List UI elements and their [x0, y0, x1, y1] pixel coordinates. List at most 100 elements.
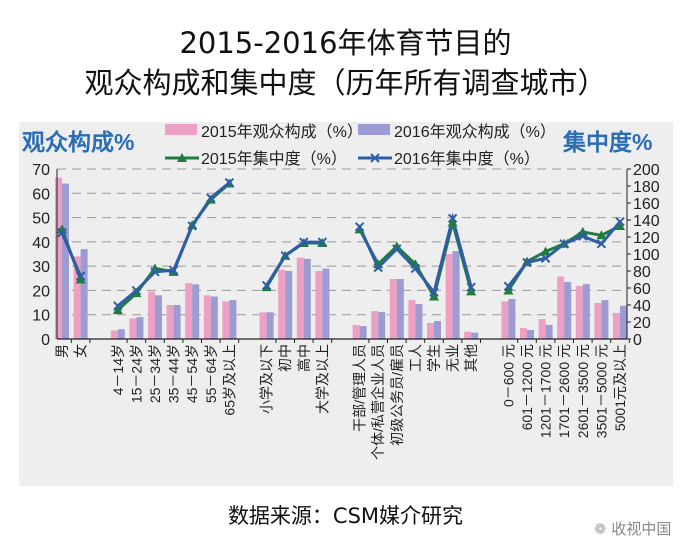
category-label: 35－44岁	[166, 344, 182, 403]
bar-2016	[545, 324, 553, 339]
chart-title-line1: 2015-2016年体育节目的	[179, 26, 512, 60]
marker-2016	[410, 263, 421, 274]
legend: 2015年观众构成（%） 2016年观众构成（%） 2015年集中度（%） 2016年…	[165, 123, 556, 168]
marker-2016	[131, 285, 142, 296]
bar-2015	[203, 295, 211, 339]
left-tick-label: 70	[32, 162, 50, 179]
marker-2015	[112, 305, 123, 315]
right-tick-label: 120	[633, 230, 660, 247]
bar-2016	[620, 305, 627, 339]
bar-2015	[464, 331, 472, 339]
marker-2015	[615, 220, 625, 230]
legend-label: 2015年观众构成（%）	[201, 123, 363, 141]
bar-2015	[538, 319, 546, 339]
bar-2016	[508, 298, 516, 339]
right-tick-label: 40	[633, 298, 651, 315]
marker-2015	[391, 241, 402, 251]
bar-2016	[155, 295, 162, 339]
marker-2015	[429, 291, 439, 301]
data-source: 数据来源：CSM媒介研究	[227, 504, 464, 528]
bar-2016	[564, 281, 572, 339]
bar-2016	[210, 296, 218, 339]
bar-2016	[136, 317, 144, 339]
line-2016-concentration	[60, 232, 82, 277]
line-2016-concentration	[265, 240, 323, 287]
bar-2016	[582, 284, 590, 339]
legend-swatch-bar	[165, 124, 197, 135]
bar-2015	[110, 330, 118, 339]
bar-2015	[594, 303, 602, 339]
marker-2016	[429, 287, 439, 297]
category-label: 干部/管理人员	[352, 344, 368, 432]
legend-marker-x	[370, 153, 380, 163]
category-labels: 男女 4－14岁 15－24岁 25－34岁 35－44岁 45－54岁 55－64岁 65岁…	[54, 344, 628, 460]
left-tick-label: 10	[32, 308, 50, 325]
right-tick-label: 20	[633, 315, 651, 332]
bar-2016	[229, 300, 237, 339]
bar-2016	[601, 300, 609, 339]
bar-2015	[445, 254, 453, 339]
bar-2015	[501, 301, 509, 339]
bar-2015	[129, 318, 137, 339]
marker-2016	[187, 221, 197, 231]
bar-2016	[173, 305, 181, 339]
marker-2016	[75, 271, 86, 281]
marker-2015	[503, 285, 514, 295]
bar-2015	[278, 269, 286, 339]
category-label: 5001元及以上	[612, 344, 628, 431]
right-tick-label: 100	[633, 247, 660, 264]
category-label: 女	[73, 344, 89, 358]
category-label: 大学及以上	[314, 344, 330, 414]
right-tick-label: 80	[633, 264, 651, 281]
marker-2016	[466, 282, 476, 292]
category-label: 3501－5000 元	[593, 344, 609, 438]
category-label: 2601－3500 元	[575, 344, 591, 438]
bar-2016	[527, 330, 534, 339]
category-label: 工人	[407, 344, 423, 372]
category-label: 45－54岁	[184, 344, 200, 403]
bar-2016	[303, 258, 311, 339]
bar-2015	[185, 283, 193, 339]
right-tick-label: 0	[633, 332, 642, 349]
category-label: 1701－2600 元	[556, 344, 572, 438]
legend-marker-triangle	[177, 153, 187, 162]
bar-2015	[371, 311, 379, 339]
marker-2016	[280, 250, 290, 261]
marker-2016	[447, 213, 458, 224]
marker-2016	[354, 222, 365, 232]
bar-2015	[427, 322, 434, 339]
category-label: 其他	[463, 344, 479, 372]
bar-2015	[296, 257, 304, 339]
legend-label: 2016年集中度（%）	[394, 150, 540, 168]
category-label: 初级公务员/雇员	[389, 344, 405, 446]
category-label: 4－14岁	[110, 344, 126, 395]
legend-swatch-bar	[358, 124, 390, 135]
marker-2015	[466, 286, 477, 296]
marker-2016	[57, 228, 67, 238]
category-label: 55－64岁	[203, 344, 219, 403]
marker-2016	[224, 177, 235, 188]
bar-2016	[359, 326, 367, 339]
marker-2015	[354, 224, 365, 234]
bar-2015	[73, 256, 81, 339]
bar-2015	[520, 328, 527, 339]
marker-2016	[299, 237, 309, 247]
marker-2016	[522, 257, 532, 268]
left-tick-label: 50	[32, 211, 50, 228]
marker-2016	[578, 231, 588, 241]
bar-2016	[415, 304, 423, 339]
marker-2016	[261, 280, 272, 291]
right-tick-label: 60	[633, 281, 651, 298]
marker-2015	[447, 217, 458, 227]
left-tick-label: 60	[32, 186, 50, 203]
right-tick-label: 140	[633, 213, 660, 230]
marker-2016	[392, 244, 402, 254]
bar-2016	[266, 312, 274, 339]
bar-2016	[285, 271, 293, 339]
category-label: 高中	[296, 344, 312, 372]
marker-2016	[615, 216, 625, 227]
bar-2015	[259, 312, 267, 339]
marker-2016	[317, 237, 328, 247]
